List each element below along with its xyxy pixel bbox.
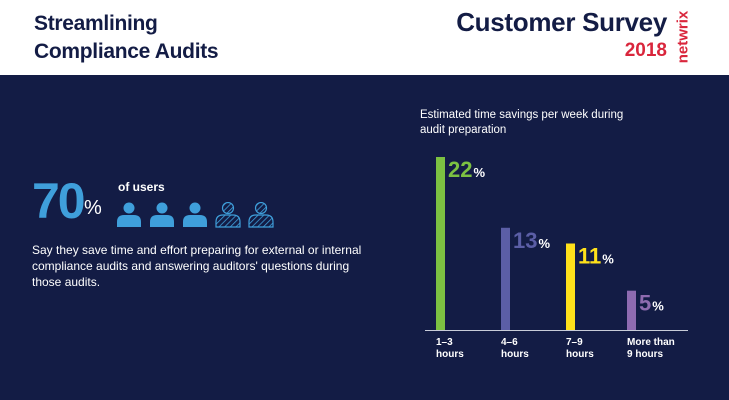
person-outline-icon: [215, 202, 241, 228]
stat-unit: %: [84, 197, 102, 219]
survey-title-text: Customer Survey: [456, 7, 667, 37]
bar: [436, 157, 445, 330]
people-icons: [117, 202, 274, 228]
header: Streamlining Compliance Audits Customer …: [0, 0, 729, 75]
person-icon: [150, 202, 174, 227]
stat-description: Say they save time and effort preparing …: [32, 243, 362, 289]
survey-title: Customer Survey 2018: [456, 6, 667, 64]
data-label: 22%: [448, 157, 485, 182]
data-label: 11%: [578, 244, 614, 269]
category-label: 1–3 hours: [436, 337, 464, 360]
bar: [501, 227, 510, 330]
main-panel: 70 % of users Say they save time and eff…: [0, 75, 729, 400]
page-title-line2: Compliance Audits: [34, 40, 219, 63]
bar-chart: 22% 1–3 hours 13% 4–6 hours 11% 7–9 hours 5% More …: [425, 157, 688, 360]
stat-label: of users: [118, 180, 165, 194]
page-title-line1: Streamlining: [34, 12, 158, 35]
data-label: 5%: [639, 291, 664, 316]
data-label: 13%: [513, 228, 550, 253]
person-outline-icon: [248, 202, 274, 228]
svg-text:netwrix: netwrix: [675, 10, 692, 63]
category-label: 7–9 hours: [566, 337, 594, 360]
page-title: Streamlining Compliance Audits: [34, 10, 219, 66]
person-icon: [117, 202, 141, 227]
bar: [566, 243, 575, 330]
category-label: 4–6 hours: [501, 337, 529, 360]
bar: [627, 290, 636, 330]
chart-title: Estimated time savings per week during a…: [420, 109, 624, 136]
netwrix-logo: netwrix: [675, 10, 692, 63]
person-icon: [183, 202, 207, 227]
stat-value: 70: [32, 173, 86, 229]
category-label: More than 9 hours: [627, 337, 675, 360]
survey-year: 2018: [624, 40, 667, 61]
